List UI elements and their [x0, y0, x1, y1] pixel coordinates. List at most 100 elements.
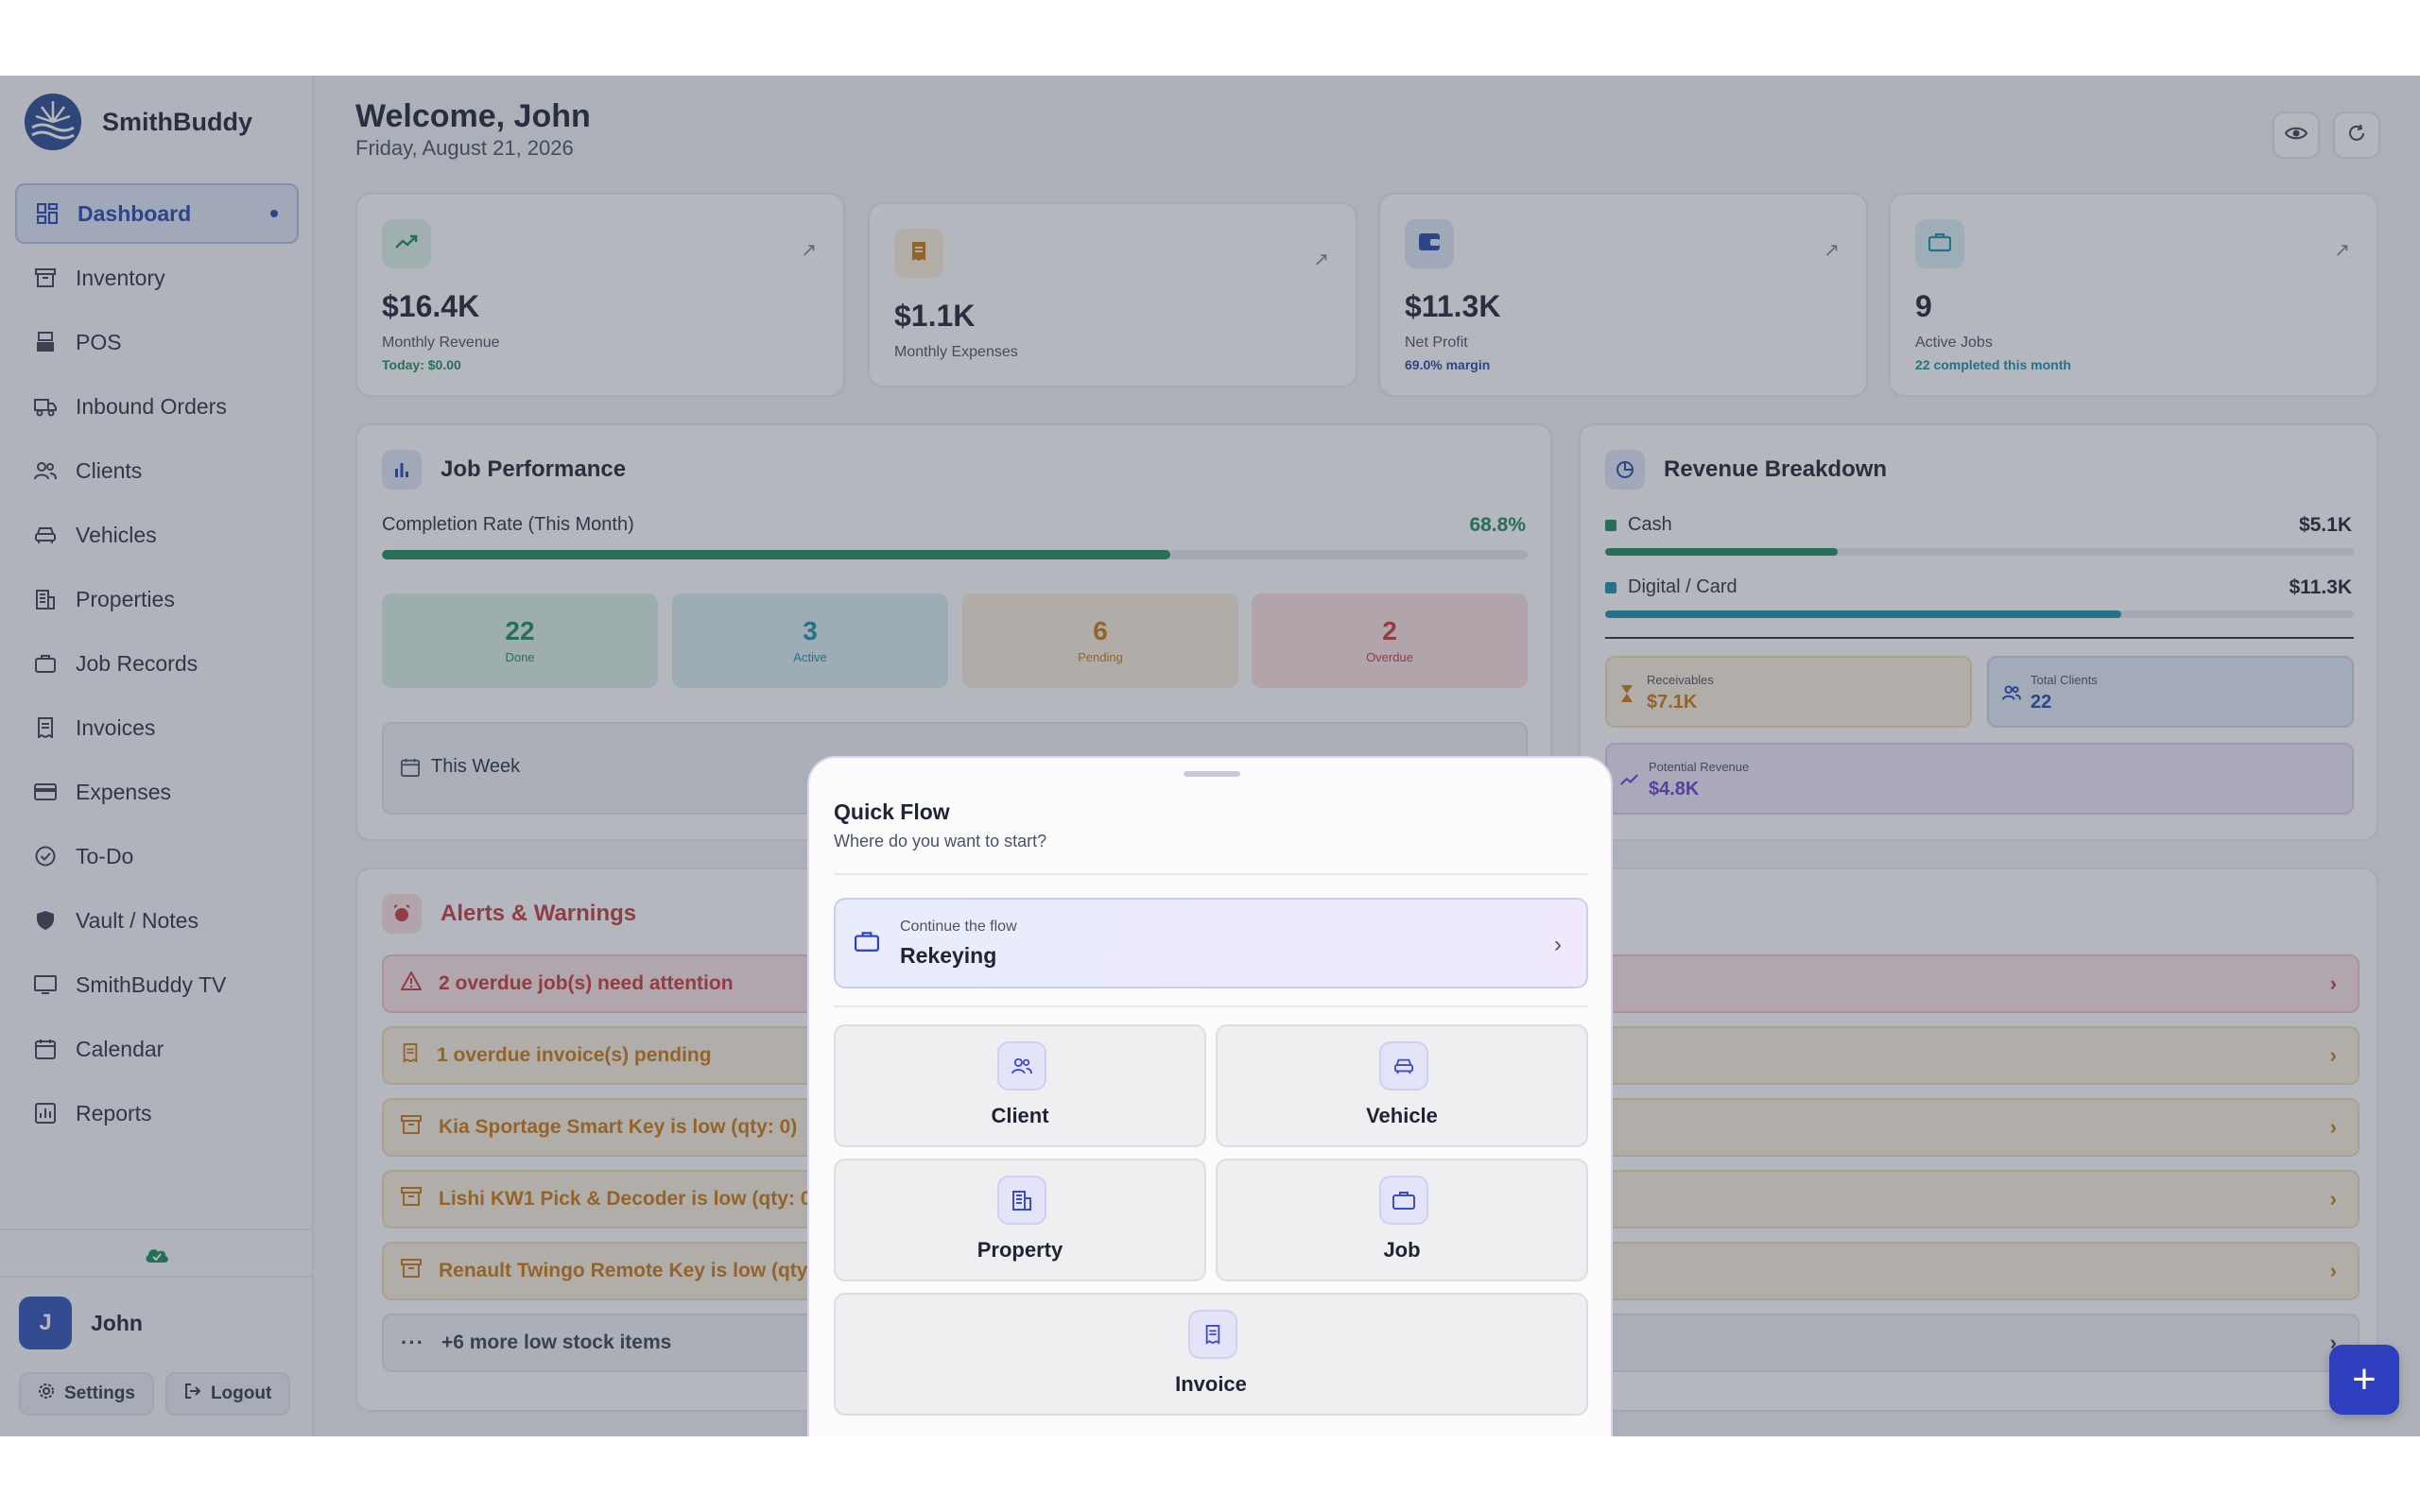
- sidebar-item-calendar[interactable]: Calendar: [15, 1019, 299, 1079]
- stat-label: Monthly Expenses: [894, 344, 1018, 360]
- sidebar-item-invoices[interactable]: Invoices: [15, 697, 299, 758]
- bar-chart-icon: [382, 450, 422, 490]
- total-clients-box[interactable]: Total Clients 22: [1987, 656, 2354, 728]
- sidebar-item-label: Dashboard: [78, 200, 192, 226]
- alert-text: 1 overdue invoice(s) pending: [437, 1044, 712, 1066]
- stat-label: Active Jobs: [1915, 335, 1993, 351]
- this-week-label: This Week: [431, 756, 521, 777]
- stat-card-monthly-expenses[interactable]: ↗ $1.1K Monthly Expenses: [868, 202, 1357, 387]
- divider: [834, 873, 1588, 875]
- sidebar-item-clients[interactable]: Clients: [15, 440, 299, 501]
- divider: [1605, 637, 2354, 639]
- sidebar-item-vault-notes[interactable]: Vault / Notes: [15, 890, 299, 951]
- logout-icon: [184, 1383, 201, 1405]
- sidebar-item-pos[interactable]: POS: [15, 312, 299, 372]
- sidebar-nav: Dashboard Inventory POS Inbound Orders C…: [15, 183, 299, 1147]
- quick-flow-invoice-button[interactable]: Invoice: [834, 1293, 1588, 1416]
- user-profile[interactable]: J John: [19, 1297, 293, 1349]
- digital-value: $11.3K: [2289, 576, 2352, 598]
- digital-progress: [1605, 610, 2354, 618]
- card-icon: [34, 781, 57, 803]
- section-title: Alerts & Warnings: [382, 894, 636, 934]
- sidebar-item-label: SmithBuddy TV: [76, 971, 227, 997]
- users-icon: [997, 1041, 1046, 1091]
- kpi-label: Pending: [1078, 650, 1123, 664]
- cloud-sync-icon: [144, 1246, 170, 1269]
- eye-icon: [2284, 126, 2308, 146]
- sidebar-item-smithbuddy-tv[interactable]: SmithBuddy TV: [15, 954, 299, 1015]
- completion-label: Completion Rate (This Month): [382, 514, 634, 535]
- more-icon: ···: [401, 1331, 424, 1354]
- settings-button[interactable]: Settings: [19, 1372, 154, 1416]
- trending-up-icon: [395, 234, 418, 254]
- chevron-right-icon: ›: [2329, 1115, 2337, 1139]
- stat-card-monthly-revenue[interactable]: ↗ $16.4K Monthly Revenue Today: $0.00: [355, 193, 845, 397]
- shield-icon: [34, 909, 57, 932]
- report-icon: [34, 1102, 57, 1125]
- stat-value: $11.3K: [1405, 289, 1501, 323]
- logout-button[interactable]: Logout: [164, 1372, 291, 1416]
- arrow-up-right-icon[interactable]: ↗: [2334, 240, 2350, 261]
- receipt-icon: [1188, 1310, 1237, 1359]
- stat-card-net-profit[interactable]: ↗ $11.3K Net Profit 69.0% margin: [1378, 193, 1868, 397]
- tile-label: Vehicle: [1366, 1104, 1438, 1127]
- trending-up-icon: [1620, 773, 1639, 791]
- arrow-up-right-icon[interactable]: ↗: [801, 240, 817, 261]
- sidebar-item-job-records[interactable]: Job Records: [15, 633, 299, 694]
- continue-flow-button[interactable]: Continue the flow Rekeying ›: [834, 898, 1588, 988]
- wallet-icon: [1418, 232, 1441, 257]
- quick-flow-property-button[interactable]: Property: [834, 1159, 1206, 1281]
- calendar-icon: [401, 758, 420, 782]
- stat-card-active-jobs[interactable]: ↗ 9 Active Jobs 22 completed this month: [1889, 193, 2378, 397]
- sidebar-item-label: Reports: [76, 1100, 152, 1125]
- refresh-button[interactable]: [2333, 112, 2380, 159]
- sidebar-item-label: Expenses: [76, 779, 172, 804]
- potential-revenue-box[interactable]: Potential Revenue $4.8K: [1605, 743, 2354, 815]
- sidebar-item-label: Vault / Notes: [76, 907, 199, 933]
- sidebar-item-properties[interactable]: Properties: [15, 569, 299, 629]
- kpi-overdue[interactable]: 2 Overdue: [1252, 593, 1528, 688]
- sidebar-item-dashboard[interactable]: Dashboard: [15, 183, 299, 244]
- sidebar-item-expenses[interactable]: Expenses: [15, 762, 299, 822]
- receipt-icon: [909, 241, 928, 266]
- arrow-up-right-icon[interactable]: ↗: [1313, 249, 1329, 270]
- quick-flow-vehicle-button[interactable]: Vehicle: [1216, 1024, 1588, 1147]
- quick-flow-job-button[interactable]: Job: [1216, 1159, 1588, 1281]
- drag-handle[interactable]: [1184, 771, 1240, 777]
- chevron-right-icon: ›: [2329, 1187, 2337, 1211]
- brand[interactable]: SmithBuddy: [25, 93, 252, 151]
- digital-legend-dot: [1605, 582, 1616, 593]
- car-icon: [34, 524, 57, 546]
- sidebar-item-label: To-Do: [76, 843, 134, 868]
- tile-label: Client: [991, 1104, 1049, 1127]
- toggle-visibility-button[interactable]: [2273, 112, 2320, 159]
- receivables-value: $7.1K: [1647, 692, 1698, 713]
- kpi-pending[interactable]: 6 Pending: [962, 593, 1238, 688]
- completion-progress-fill: [382, 550, 1170, 559]
- quick-flow-client-button[interactable]: Client: [834, 1024, 1206, 1147]
- sheet-title: Quick Flow: [834, 799, 950, 824]
- revenue-breakdown-card: Revenue Breakdown Cash $5.1K Digital / C…: [1579, 423, 2378, 841]
- divider: [834, 1005, 1588, 1007]
- kpi-done[interactable]: 22 Done: [382, 593, 658, 688]
- kpi-label: Overdue: [1366, 650, 1413, 664]
- sidebar-item-inbound-orders[interactable]: Inbound Orders: [15, 376, 299, 437]
- monitor-icon: [34, 973, 57, 996]
- badge: [894, 229, 943, 278]
- quick-flow-sheet: Quick Flow Where do you want to start? C…: [807, 756, 1613, 1436]
- kpi-active[interactable]: 3 Active: [672, 593, 948, 688]
- section-title-text: Alerts & Warnings: [441, 901, 637, 926]
- sidebar-item-vehicles[interactable]: Vehicles: [15, 505, 299, 565]
- arrow-up-right-icon[interactable]: ↗: [1824, 240, 1840, 261]
- receivables-box[interactable]: Receivables $7.1K: [1605, 656, 1972, 728]
- sidebar-item-inventory[interactable]: Inventory: [15, 248, 299, 308]
- calendar-icon: [34, 1038, 57, 1060]
- sidebar-item-reports[interactable]: Reports: [15, 1083, 299, 1143]
- sidebar-item-label: Invoices: [76, 714, 156, 740]
- add-fab-button[interactable]: +: [2329, 1345, 2399, 1415]
- cash-legend-dot: [1605, 520, 1616, 531]
- sidebar-item-to-do[interactable]: To-Do: [15, 826, 299, 886]
- briefcase-icon: [34, 652, 57, 675]
- stat-sub: Today: $0.00: [382, 357, 461, 372]
- settings-label: Settings: [64, 1383, 135, 1403]
